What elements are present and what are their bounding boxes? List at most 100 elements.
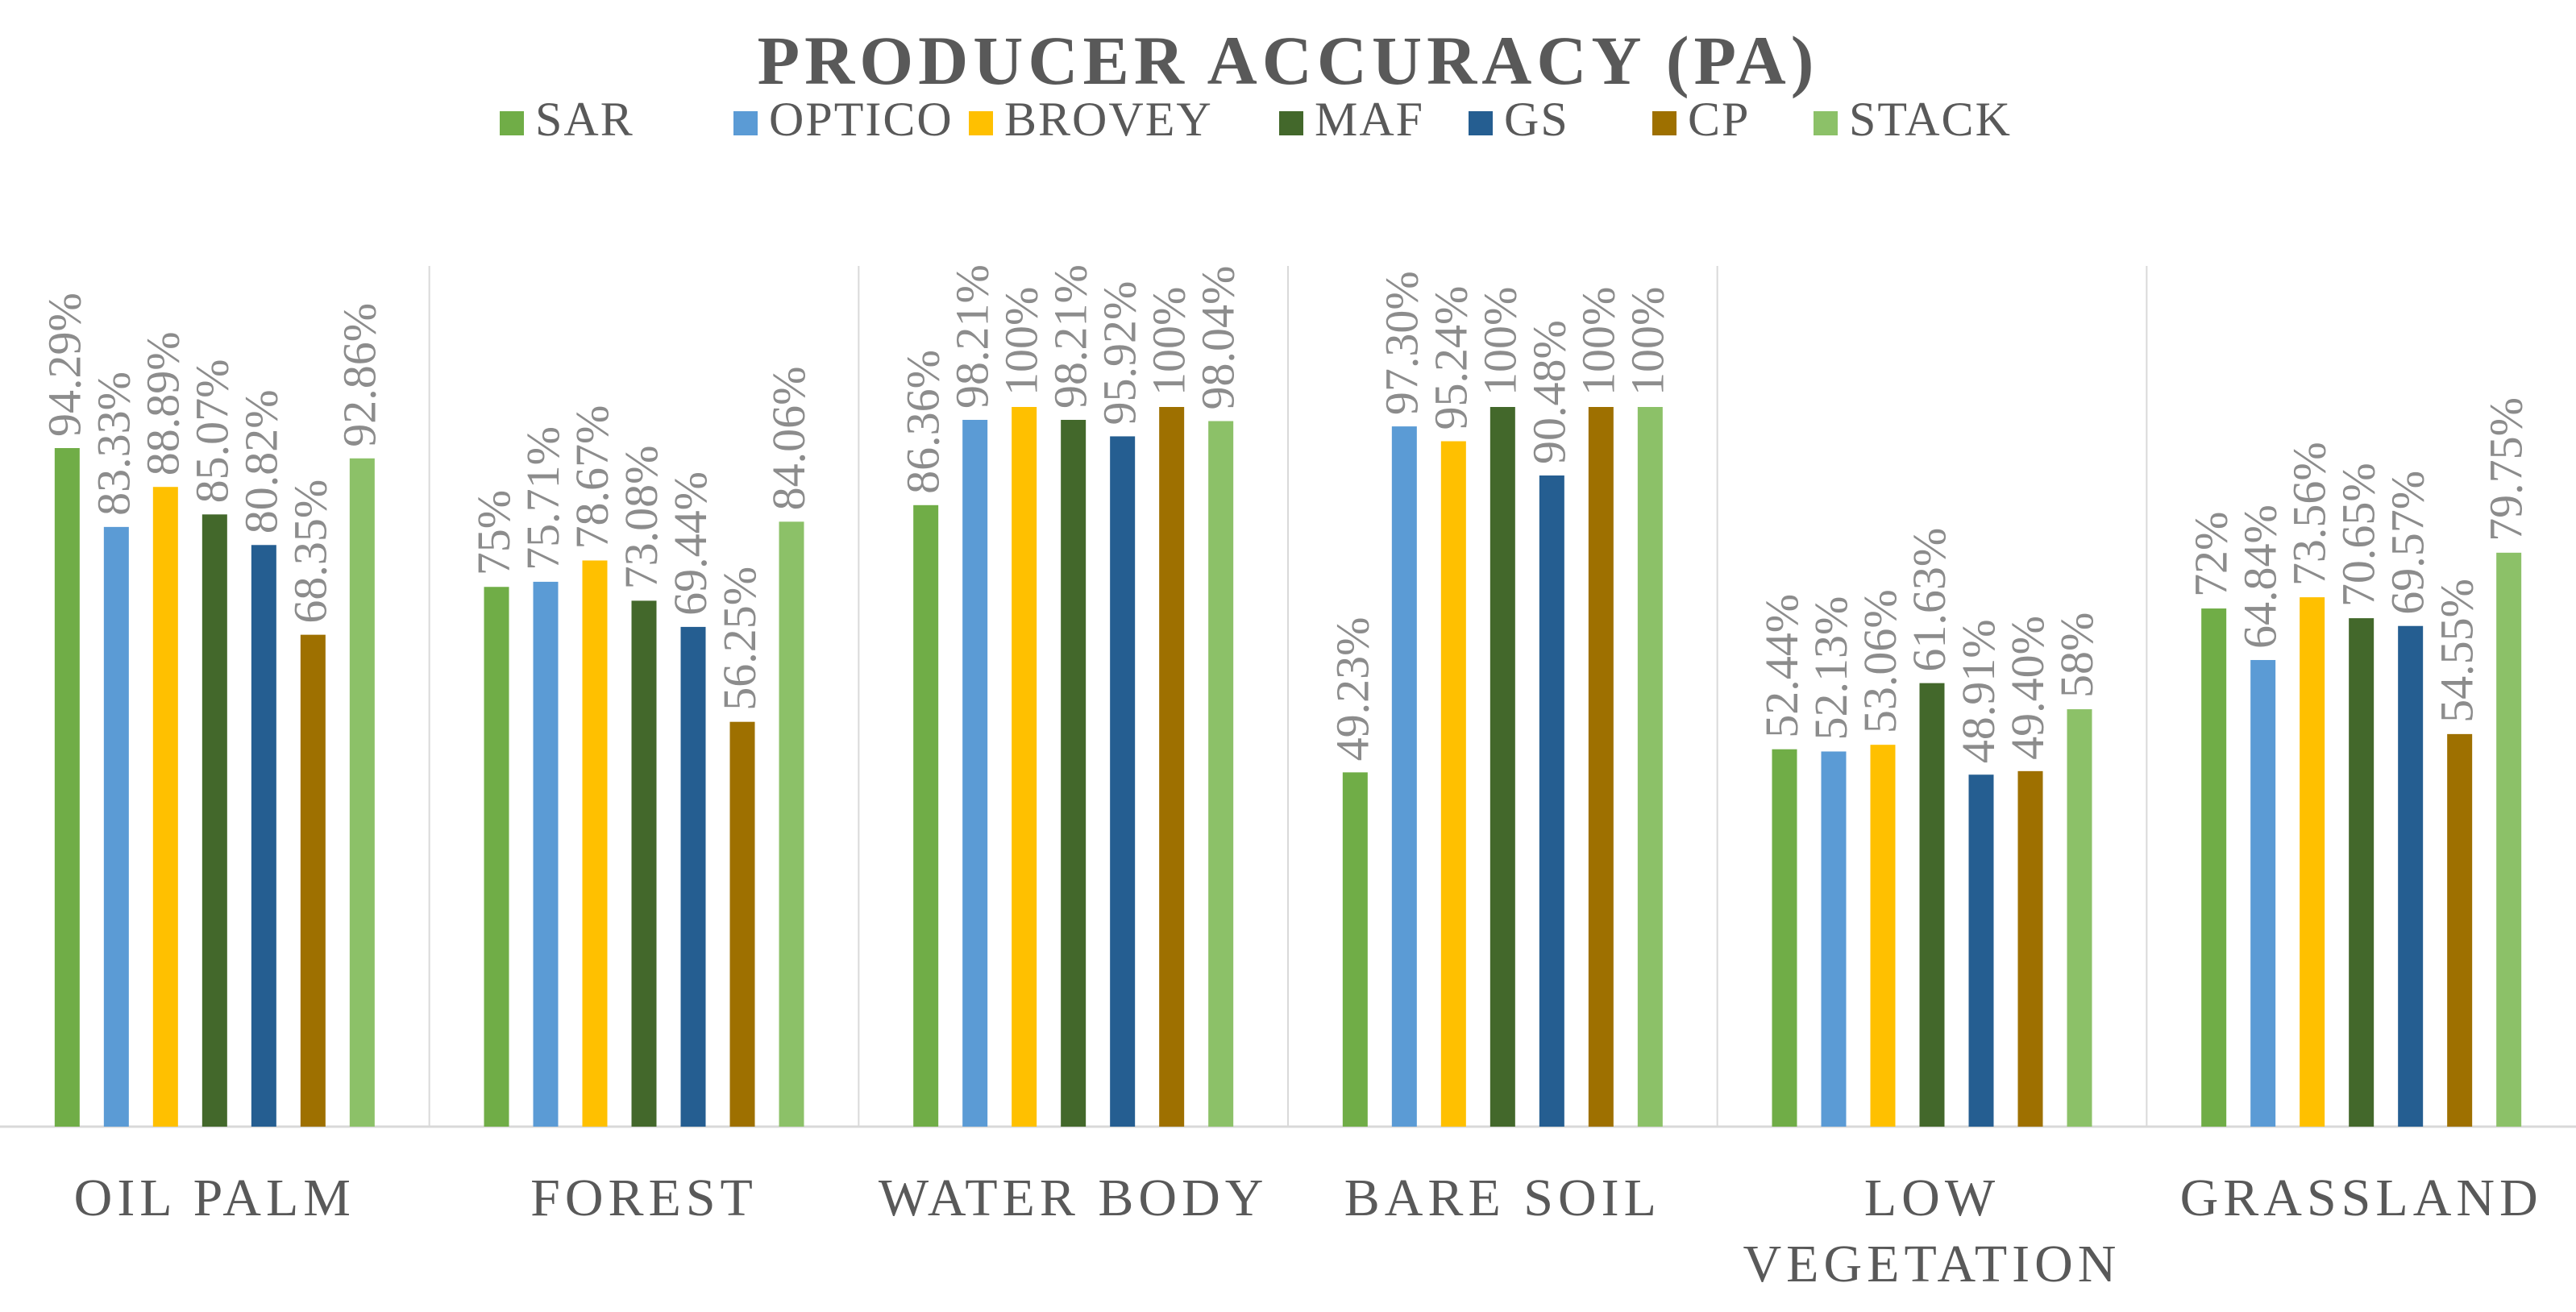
bar-maf [631, 600, 657, 1127]
data-label: 61.63% [1903, 528, 1955, 672]
bar-stack [349, 458, 375, 1127]
data-label: 80.82% [235, 389, 287, 534]
bar-optico [1391, 426, 1417, 1127]
bar-gs [680, 626, 706, 1127]
bar-optico [103, 526, 129, 1127]
bar-sar [1342, 772, 1368, 1127]
legend-label-stack: STACK [1849, 93, 2012, 146]
data-label: 73.08% [615, 446, 667, 590]
data-label: 70.65% [2333, 463, 2385, 607]
data-label: 69.44% [664, 471, 717, 616]
legend-swatch-gs [1469, 111, 1493, 135]
data-label: 84.06% [762, 367, 815, 511]
data-label: 92.86% [333, 303, 385, 447]
data-label: 97.30% [1375, 271, 1427, 415]
bar-optico [2250, 659, 2276, 1127]
bar-sar [54, 447, 80, 1127]
legend-label-cp: CP [1688, 93, 1750, 146]
legend-label-gs: GS [1504, 93, 1569, 146]
bar-cp [729, 721, 755, 1127]
data-label: 95.24% [1424, 286, 1477, 430]
bar-brovey [1012, 407, 1037, 1127]
bar-maf [1490, 407, 1515, 1127]
data-label: 95.92% [1094, 281, 1146, 426]
data-label: 83.33% [87, 372, 139, 516]
data-labels: 94.29%83.33%88.89%85.07%80.82%68.35% 92.8… [38, 264, 2532, 763]
data-label: 94.29% [38, 293, 90, 437]
data-label: 79.75% [2480, 397, 2532, 542]
category-labels: OIL PALM FOREST WATER BODY BARE SOIL LOW VEGE… [74, 1169, 2543, 1293]
legend-swatch-cp [1652, 111, 1676, 135]
bar-brovey [1870, 745, 1896, 1127]
bar-stack [779, 521, 804, 1127]
data-label: 73.56% [2283, 442, 2336, 586]
data-label: 64.84% [2234, 504, 2287, 649]
bar-gs [251, 545, 276, 1127]
data-label: 52.13% [1805, 596, 1857, 741]
category-label: VEGETATION [1743, 1235, 2121, 1293]
bar-sar [913, 504, 939, 1127]
data-label: 86.36% [897, 350, 949, 494]
bar-sar [2201, 608, 2227, 1127]
category-label: LOW [1864, 1169, 2000, 1227]
bar-stack [2496, 552, 2522, 1127]
bar-sar [1772, 749, 1797, 1127]
bar-cp [1159, 407, 1185, 1127]
category-label: GRASSLAND [2180, 1169, 2543, 1227]
bar-cp [1588, 407, 1614, 1127]
bar-optico [533, 581, 559, 1127]
category-label: OIL PALM [74, 1169, 355, 1227]
category-separators [428, 266, 2148, 1127]
legend-swatch-optico [733, 111, 758, 135]
data-label: 78.67% [566, 405, 618, 550]
data-label: 100% [1143, 287, 1195, 396]
data-label: 85.07% [185, 359, 238, 503]
legend-swatch-sar [500, 111, 524, 135]
data-label: 52.44% [1755, 594, 1808, 738]
bar-stack [2067, 709, 2092, 1127]
chart-title: PRODUCER ACCURACY (PA) [758, 22, 1819, 99]
data-label: 72% [2185, 512, 2237, 597]
bar-series [54, 407, 2522, 1127]
bar-brovey [152, 487, 178, 1127]
data-label: 98.21% [1045, 264, 1097, 409]
bar-cp [2447, 733, 2473, 1127]
data-label: 49.40% [2001, 616, 2054, 760]
legend-swatch-maf [1279, 111, 1303, 135]
data-label: 98.21% [946, 264, 999, 409]
bar-brovey [582, 560, 608, 1127]
bar-gs [1110, 436, 1136, 1127]
bar-brovey [2300, 597, 2325, 1127]
data-label: 100% [995, 287, 1048, 396]
data-label: 75.71% [517, 426, 569, 571]
data-label: 90.48% [1523, 320, 1575, 464]
data-label: 100% [1621, 287, 1673, 396]
bar-optico [962, 419, 988, 1127]
legend-label-maf: MAF [1315, 93, 1424, 146]
data-label: 54.55% [2431, 579, 2483, 723]
legend-swatch-brovey [969, 111, 993, 135]
legend-label-optico: OPTICO [769, 93, 954, 146]
category-label: WATER BODY [879, 1169, 1269, 1227]
data-label: 100% [1572, 287, 1624, 396]
bar-maf [202, 514, 227, 1127]
data-label: 56.25% [713, 567, 766, 711]
category-label: BARE SOIL [1344, 1169, 1661, 1227]
bar-maf [1919, 683, 1945, 1127]
bar-gs [1968, 774, 1994, 1127]
category-label: FOREST [530, 1169, 758, 1227]
data-label: 48.91% [1952, 619, 2005, 763]
bar-cp [2017, 770, 2043, 1127]
data-label: 53.06% [1854, 589, 1906, 733]
bar-brovey [1440, 441, 1466, 1127]
bar-cp [300, 634, 326, 1127]
legend-label-sar: SAR [535, 93, 634, 146]
legend-swatch-stack [1814, 111, 1838, 135]
bar-gs [1539, 475, 1564, 1127]
bar-optico [1821, 751, 1847, 1127]
bar-sar [484, 587, 509, 1127]
legend-label-brovey: BROVEY [1004, 93, 1213, 146]
data-label: 58% [2050, 612, 2103, 698]
bar-maf [2349, 618, 2374, 1127]
